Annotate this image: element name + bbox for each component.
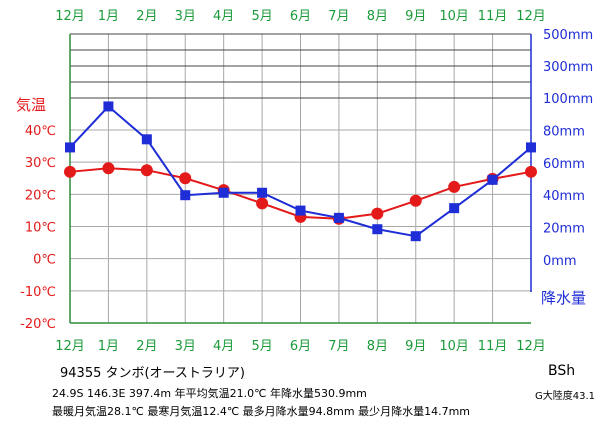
temperature-tick-label: 10℃ (25, 221, 56, 236)
precipitation-tick-label: 300mm (543, 60, 593, 75)
precipitation-series (65, 101, 536, 242)
precipitation-tick-label: 20mm (543, 222, 585, 237)
temperature-point (102, 162, 115, 175)
precipitation-point (257, 187, 268, 198)
temperature-tick-labels: 40℃ 30℃ 20℃ 10℃ 0℃ -10℃ -20℃ (20, 124, 56, 332)
station-line: 94355 タンボ(オーストラリア) (60, 366, 245, 381)
precipitation-point (487, 174, 498, 185)
stats-line-1: 24.9S 146.3E 397.4m 年平均気温21.0℃ 年降水量530.9… (52, 387, 367, 400)
precipitation-point (410, 231, 421, 242)
precipitation-point (180, 190, 191, 201)
temperature-axis-title: 気温 (16, 96, 46, 114)
month-label-bottom: 2月 (136, 339, 157, 354)
temperature-point (525, 165, 537, 178)
month-label-bottom: 4月 (213, 339, 234, 354)
temperature-tick-label: 20℃ (25, 188, 56, 203)
month-label-top: 2月 (136, 9, 157, 24)
precipitation-point (449, 203, 460, 214)
month-label-top: 7月 (328, 9, 349, 24)
month-label-bottom: 9月 (405, 339, 426, 354)
month-label-top: 5月 (251, 9, 272, 24)
precipitation-tick-labels: 0mm 20mm 40mm 60mm 80mm 100mm 300mm 500mm (543, 28, 593, 269)
precipitation-tick-label: 0mm (543, 254, 577, 269)
temperature-tick-label: -10℃ (20, 285, 56, 300)
precipitation-point (526, 142, 536, 153)
month-label-top: 12月 (516, 9, 546, 24)
month-labels-bottom: 12月 1月 2月 3月 4月 5月 6月 7月 8月 9月 10月 11月 12月 (55, 339, 546, 354)
month-label-bottom: 1月 (98, 339, 119, 354)
axes (69, 34, 532, 324)
month-label-top: 11月 (478, 9, 508, 24)
month-label-top: 4月 (213, 9, 234, 24)
temperature-tick-label: 0℃ (33, 253, 56, 268)
temperature-tick-label: -20℃ (20, 317, 56, 332)
precipitation-point (141, 134, 152, 145)
month-label-top: 6月 (290, 9, 311, 24)
precipitation-point (333, 212, 344, 223)
precipitation-axis-title: 降水量 (541, 289, 586, 307)
temperature-tick-label: 30℃ (25, 156, 56, 171)
stats-line-2: 最暖月気温28.1℃ 最寒月気温12.4℃ 最多月降水量94.8mm 最少月降水… (52, 405, 471, 418)
temperature-point (64, 165, 76, 178)
temperature-point (256, 197, 269, 210)
month-label-bottom: 12月 (55, 339, 85, 354)
month-label-bottom: 3月 (175, 339, 196, 354)
temperature-point (409, 194, 422, 207)
temperature-point (448, 180, 461, 193)
month-label-bottom: 5月 (251, 339, 272, 354)
continentality-index: G大陸度43.1 (535, 391, 596, 402)
month-label-bottom: 6月 (290, 339, 311, 354)
month-label-top: 12月 (55, 9, 85, 24)
month-label-top: 10月 (439, 9, 469, 24)
climate-code: BSh (548, 363, 576, 379)
temperature-point (179, 172, 192, 185)
month-label-top: 1月 (98, 9, 119, 24)
precipitation-point (218, 187, 229, 198)
month-label-top: 8月 (367, 9, 388, 24)
precipitation-point (103, 101, 114, 112)
precipitation-point (295, 205, 306, 216)
precipitation-tick-label: 60mm (543, 157, 585, 172)
precipitation-point (65, 142, 75, 153)
temperature-point (371, 207, 384, 220)
precipitation-point (372, 224, 383, 235)
temperature-tick-label: 40℃ (25, 124, 56, 139)
precipitation-tick-label: 80mm (543, 124, 585, 139)
grid (70, 33, 531, 323)
temperature-point (140, 164, 153, 177)
month-label-top: 9月 (405, 9, 426, 24)
month-label-top: 3月 (175, 9, 196, 24)
precipitation-tick-label: 40mm (543, 189, 585, 204)
month-label-bottom: 10月 (439, 339, 469, 354)
precipitation-tick-label: 100mm (543, 92, 593, 107)
month-label-bottom: 8月 (367, 339, 388, 354)
precipitation-tick-label: 500mm (543, 28, 593, 43)
month-labels-top: 12月 1月 2月 3月 4月 5月 6月 7月 8月 9月 10月 11月 12月 (55, 9, 546, 24)
month-label-bottom: 11月 (478, 339, 508, 354)
climograph-chart: 12月 1月 2月 3月 4月 5月 6月 7月 8月 9月 10月 11月 12月 12月 1月 2月 3月… (16, 9, 593, 354)
month-label-bottom: 12月 (516, 339, 546, 354)
month-label-bottom: 7月 (328, 339, 349, 354)
